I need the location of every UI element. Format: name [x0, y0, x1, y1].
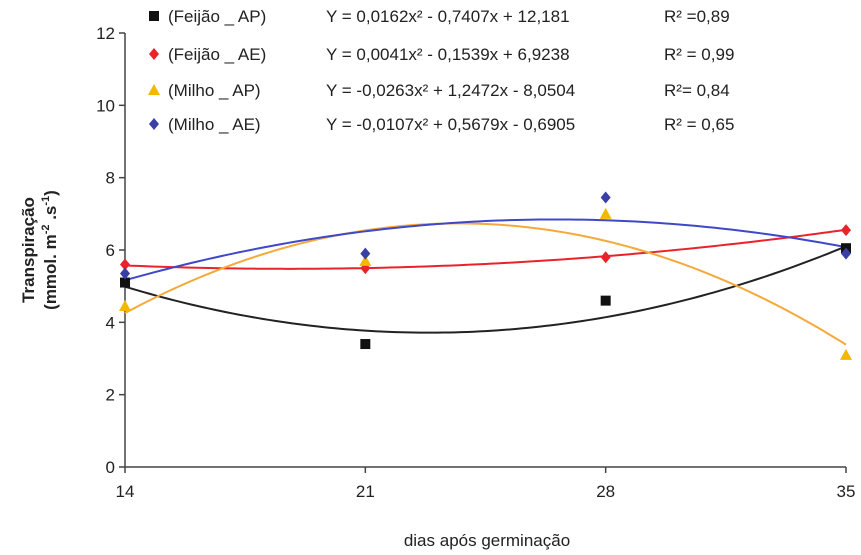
y-unit-sup1: -2: [40, 225, 52, 235]
legend-series-name: (Feijão _ AE): [168, 45, 266, 64]
y-tick-label: 10: [96, 96, 115, 115]
legend-r-squared: R² = 0,99: [664, 45, 734, 64]
y-axis-title-line1: Transpiração: [19, 197, 38, 303]
data-point-s3: [599, 207, 612, 219]
y-unit-sup2: -1: [40, 196, 52, 206]
data-point-s3: [359, 254, 372, 266]
x-tick-label: 21: [356, 482, 375, 501]
trend-curve-2: [124, 228, 847, 270]
trend-curve-4: [124, 218, 847, 282]
y-axis-title: Transpiração (mmol. m-2 .s-1): [19, 190, 60, 310]
data-point-s3: [840, 348, 852, 360]
data-point-s1: [600, 295, 611, 306]
trend-curves: [124, 218, 847, 346]
trend-curve-1: [124, 245, 847, 334]
data-point-s1: [120, 277, 130, 288]
y-unit-a: (mmol. m: [41, 234, 60, 310]
legend-marker-4: [149, 118, 159, 130]
x-tick-label: 28: [596, 482, 615, 501]
data-point-s2: [600, 251, 611, 264]
legend-equation: Y = -0,0107x² + 0,5679x - 0,6905: [326, 115, 575, 134]
legend-series-name: (Milho _ AE): [168, 115, 261, 134]
legend: (Feijão _ AP) Y = 0,0162x² - 0,7407x + 12…: [148, 7, 734, 134]
data-points: [119, 191, 852, 360]
y-unit-b: .s: [41, 206, 60, 225]
legend-equation: Y = -0,0263x² + 1,2472x - 8,0504: [326, 81, 575, 100]
data-point-s4: [841, 247, 851, 260]
x-tick-label: 14: [116, 482, 135, 501]
data-point-s3: [119, 300, 131, 312]
data-point-s4: [120, 267, 130, 280]
legend-marker-2: [149, 48, 159, 60]
legend-equation: Y = 0,0162x² - 0,7407x + 12,181: [326, 7, 570, 26]
legend-series-name: (Feijão _ AP): [168, 7, 266, 26]
x-axis-title: dias após germinação: [404, 531, 570, 550]
legend-r-squared: R²= 0,84: [664, 81, 730, 100]
legend-r-squared: R² =0,89: [664, 7, 730, 26]
data-point-s1: [360, 339, 371, 350]
data-point-s4: [360, 247, 371, 260]
y-tick-label: 0: [106, 458, 115, 477]
legend-marker-3: [148, 84, 160, 95]
y-unit-end: ): [41, 190, 60, 196]
data-point-s4: [600, 191, 611, 204]
y-axis-title-line2: (mmol. m-2 .s-1): [40, 190, 60, 310]
y-tick-label: 6: [106, 241, 115, 260]
y-tick-label: 8: [106, 169, 115, 188]
y-tick-label: 2: [106, 386, 115, 405]
axes: 0 2 4 6 8 10 12 14 21 28 35: [96, 24, 855, 501]
x-tick-label: 35: [837, 482, 856, 501]
legend-r-squared: R² = 0,65: [664, 115, 734, 134]
data-point-s2: [120, 258, 130, 271]
trend-curve-3: [124, 222, 847, 346]
legend-marker-1: [149, 11, 159, 21]
y-tick-label: 4: [106, 313, 115, 332]
data-point-s2: [841, 224, 851, 237]
y-tick-label: 12: [96, 24, 115, 43]
legend-equation: Y = 0,0041x² - 0,1539x + 6,9238: [326, 45, 570, 64]
legend-series-name: (Milho _ AP): [168, 81, 261, 100]
